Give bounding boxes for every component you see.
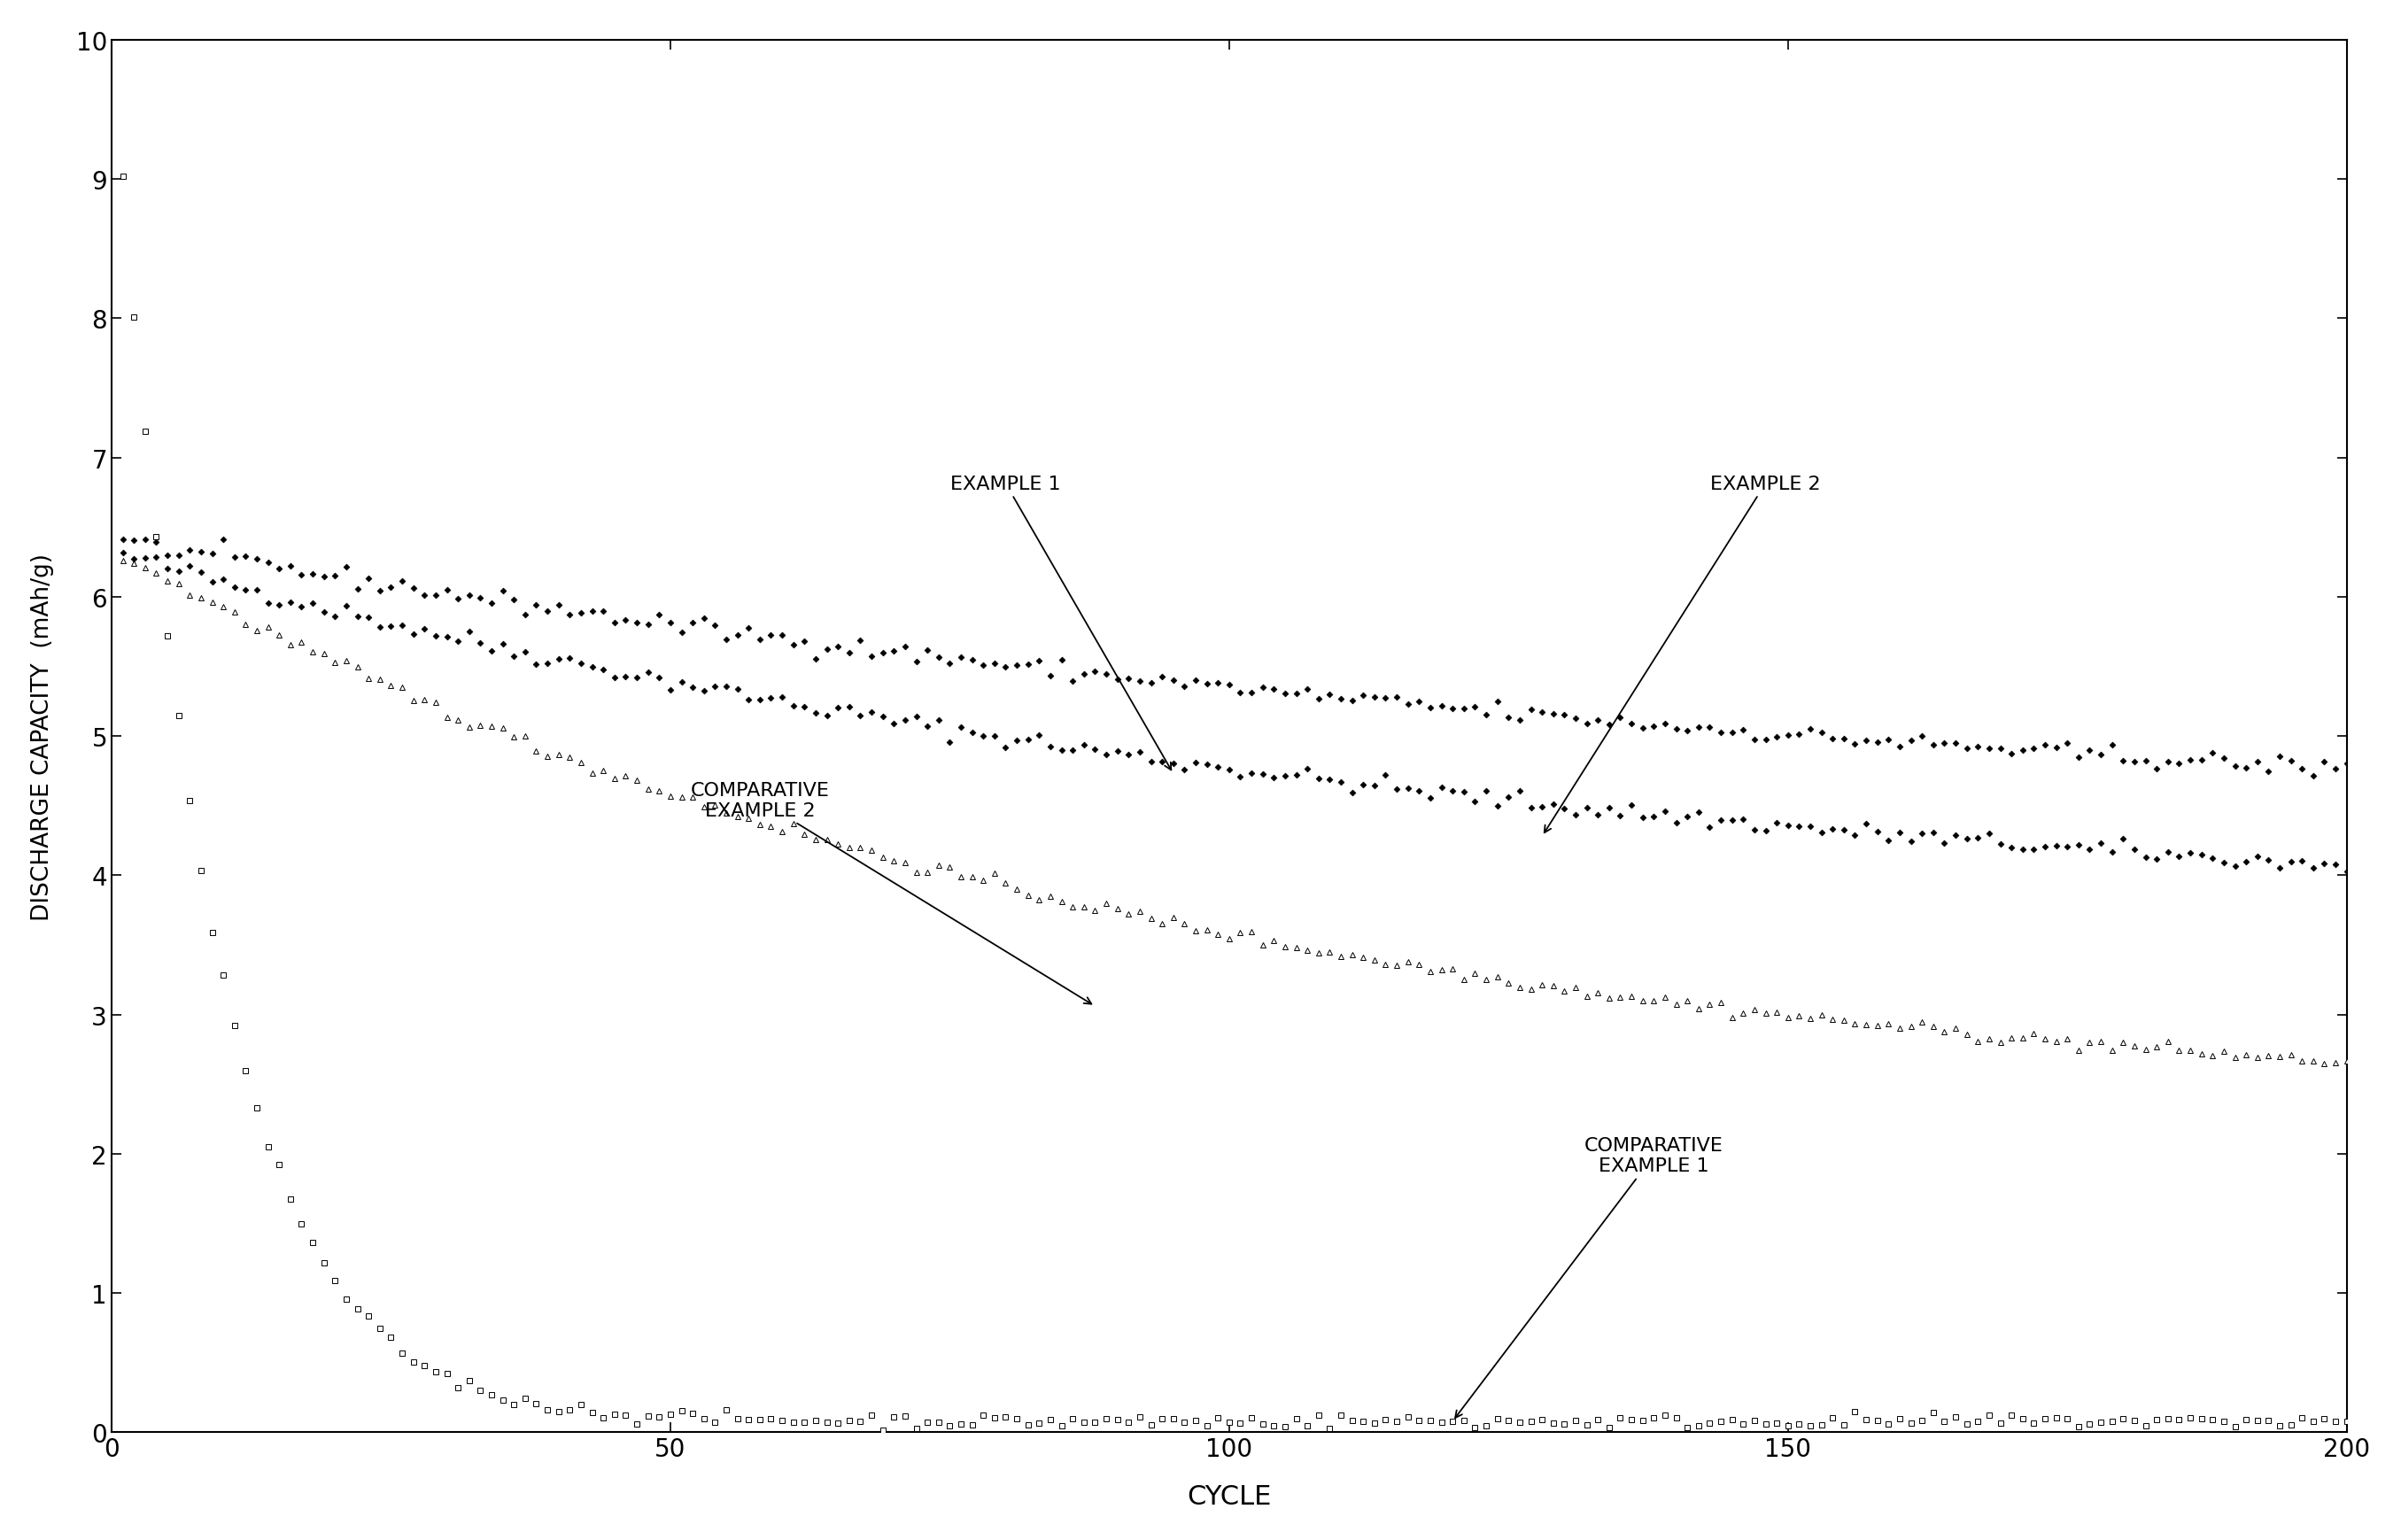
- Text: EXAMPLE 1: EXAMPLE 1: [951, 476, 1172, 770]
- Text: COMPARATIVE
EXAMPLE 2: COMPARATIVE EXAMPLE 2: [689, 782, 1092, 1004]
- X-axis label: CYCLE: CYCLE: [1186, 1483, 1273, 1509]
- Text: EXAMPLE 2: EXAMPLE 2: [1544, 476, 1820, 833]
- Y-axis label: DISCHARGE CAPACITY  (mAh/g): DISCHARGE CAPACITY (mAh/g): [31, 553, 53, 919]
- Text: COMPARATIVE
EXAMPLE 1: COMPARATIVE EXAMPLE 1: [1455, 1137, 1724, 1418]
